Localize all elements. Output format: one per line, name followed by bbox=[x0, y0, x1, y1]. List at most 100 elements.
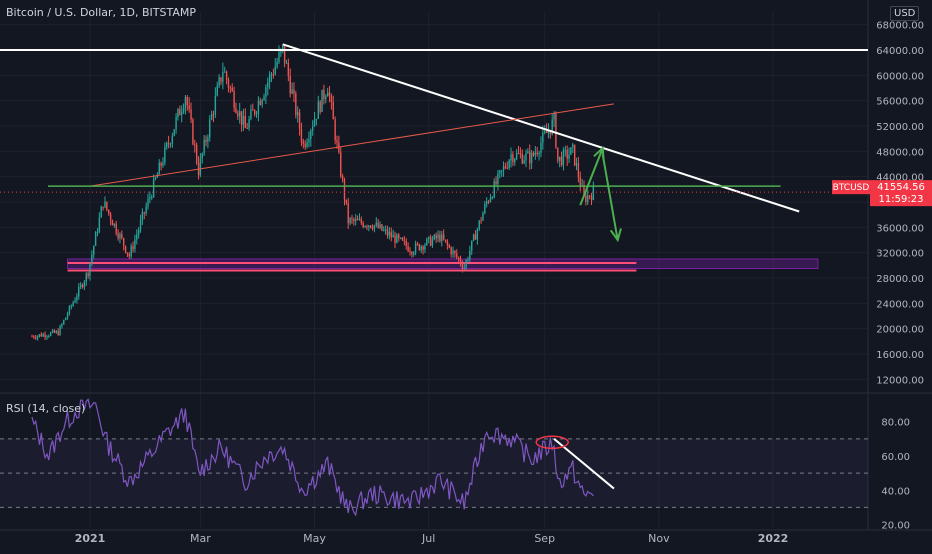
candle-body bbox=[218, 77, 220, 86]
projection-arrow[interactable] bbox=[601, 154, 619, 241]
candle-body bbox=[42, 334, 44, 337]
rsi-axis-tick-label: 20.00 bbox=[881, 521, 910, 532]
arrow-head bbox=[609, 228, 622, 243]
candle-body bbox=[523, 160, 525, 164]
candle-body bbox=[371, 227, 374, 229]
candle-body bbox=[121, 233, 123, 239]
price-axis-tick-label: 60000.00 bbox=[876, 71, 924, 82]
rising-trendline[interactable] bbox=[89, 103, 615, 187]
candle-body bbox=[394, 235, 396, 244]
candle-body bbox=[158, 162, 160, 175]
candle-body bbox=[293, 89, 295, 94]
ticker-tag bbox=[832, 180, 870, 195]
candle-body bbox=[429, 236, 432, 246]
rsi-line[interactable] bbox=[31, 398, 594, 517]
candle-body bbox=[530, 152, 533, 164]
time-axis-tick-label: 2021 bbox=[75, 532, 106, 545]
candle-body bbox=[278, 52, 280, 62]
candle-body bbox=[209, 119, 211, 138]
candle-body bbox=[463, 267, 465, 269]
candle-body bbox=[78, 286, 80, 297]
candle-body bbox=[156, 174, 159, 178]
candle-body bbox=[341, 176, 344, 180]
last-price-tag bbox=[870, 180, 932, 207]
candle-body bbox=[46, 336, 48, 338]
price-axis-tick-label: 36000.00 bbox=[876, 223, 924, 234]
candle-body bbox=[115, 223, 117, 234]
candle-body bbox=[588, 195, 591, 197]
candle-body bbox=[265, 87, 267, 97]
candle-body bbox=[482, 212, 484, 221]
candle-body bbox=[326, 92, 329, 97]
candle-body bbox=[587, 195, 589, 203]
candle-body bbox=[160, 162, 162, 166]
rsi-highlight-ellipse[interactable] bbox=[535, 435, 569, 450]
candle-body bbox=[214, 95, 217, 115]
candle-body bbox=[409, 251, 411, 253]
candle-body bbox=[53, 330, 56, 333]
candle-body bbox=[162, 162, 164, 166]
candle-body bbox=[285, 62, 288, 64]
candle-body bbox=[497, 173, 499, 185]
candle-body bbox=[72, 302, 74, 306]
candle-body bbox=[414, 243, 417, 253]
currency-badge[interactable]: USD bbox=[890, 6, 920, 21]
candle-body bbox=[235, 107, 237, 113]
candle-body bbox=[205, 139, 207, 142]
candle-body bbox=[388, 232, 391, 236]
rsi-divergence-line[interactable] bbox=[553, 438, 615, 490]
candle-body bbox=[274, 66, 276, 75]
price-axis-tick-label: 24000.00 bbox=[876, 299, 924, 310]
candle-body bbox=[76, 296, 78, 301]
candle-body bbox=[562, 150, 565, 166]
candle-body bbox=[192, 119, 194, 145]
projection-arrow[interactable] bbox=[579, 147, 604, 206]
candle-body bbox=[310, 130, 312, 140]
candle-body bbox=[553, 113, 555, 120]
candle-body bbox=[238, 111, 241, 117]
candle-body bbox=[405, 241, 407, 247]
candle-body bbox=[261, 99, 263, 105]
candle-body bbox=[461, 264, 464, 269]
candle-body bbox=[117, 233, 119, 239]
price-axis-tick-label: 48000.00 bbox=[876, 147, 924, 158]
candle-body bbox=[306, 142, 308, 147]
candle-body bbox=[439, 234, 441, 242]
candle-body bbox=[119, 233, 121, 239]
candle-body bbox=[334, 119, 336, 141]
candle-body bbox=[190, 109, 192, 120]
candle-body bbox=[446, 241, 449, 246]
candle-body bbox=[96, 232, 99, 234]
candle-body bbox=[349, 218, 351, 224]
price-axis-tick-label: 16000.00 bbox=[876, 350, 924, 361]
rsi-axis-tick-label: 80.00 bbox=[881, 418, 910, 429]
candle-body bbox=[467, 259, 469, 261]
candle-body bbox=[384, 229, 387, 231]
candle-body bbox=[527, 151, 529, 154]
candle-body bbox=[169, 143, 172, 145]
candle-body bbox=[456, 253, 458, 258]
candle-body bbox=[356, 219, 359, 221]
candle-body bbox=[343, 179, 346, 200]
candle-body bbox=[141, 212, 144, 221]
candle-body bbox=[137, 229, 140, 235]
candle-body bbox=[268, 74, 271, 83]
candle-body bbox=[102, 206, 104, 208]
candle-body bbox=[79, 284, 82, 287]
candle-body bbox=[392, 235, 394, 238]
candle-body bbox=[289, 75, 291, 94]
candle-body bbox=[566, 149, 568, 159]
candle-body bbox=[532, 152, 535, 156]
candle-body bbox=[50, 332, 52, 336]
candle-body bbox=[424, 245, 426, 250]
candle-body bbox=[130, 246, 132, 257]
candle-body bbox=[122, 238, 125, 246]
candle-body bbox=[180, 111, 183, 116]
candle-body bbox=[491, 197, 494, 199]
candle-body bbox=[128, 253, 130, 257]
descending-trendline[interactable] bbox=[282, 43, 800, 213]
candle-body bbox=[164, 147, 166, 163]
candle-body bbox=[495, 181, 497, 185]
